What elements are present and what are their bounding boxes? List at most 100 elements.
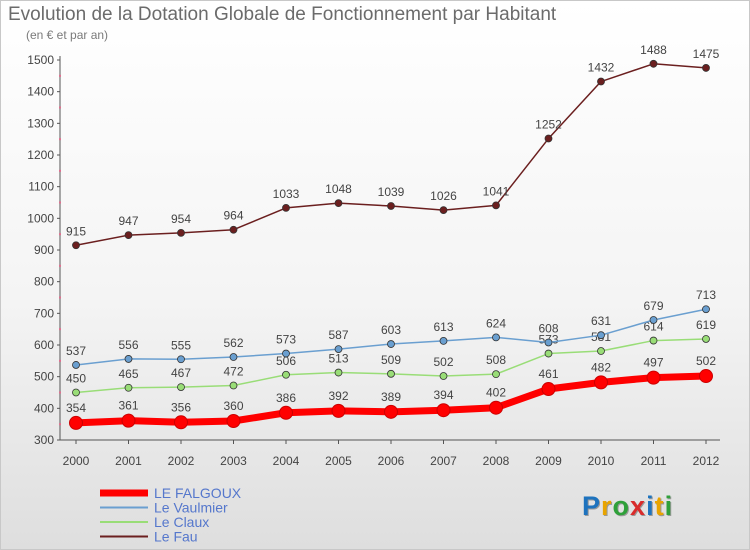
logo-letter: o bbox=[612, 491, 631, 521]
data-point bbox=[124, 383, 133, 392]
y-tick-label: 500 bbox=[34, 370, 54, 384]
data-point bbox=[387, 369, 395, 378]
data-point bbox=[597, 347, 605, 355]
data-label: 1039 bbox=[378, 185, 405, 199]
data-point bbox=[226, 414, 241, 428]
x-tick-label: 2011 bbox=[641, 454, 667, 468]
y-minor-mark bbox=[59, 201, 61, 204]
y-tick-label: 800 bbox=[34, 275, 54, 289]
data-point bbox=[334, 199, 343, 208]
data-point bbox=[279, 405, 293, 420]
data-label: 603 bbox=[381, 323, 401, 337]
data-label: 361 bbox=[118, 399, 138, 413]
data-point bbox=[649, 336, 658, 345]
y-tick-label: 900 bbox=[34, 243, 54, 257]
y-tick-label: 1300 bbox=[27, 116, 54, 130]
y-tick-label: 600 bbox=[34, 338, 54, 352]
chart-title: Evolution de la Dotation Globale de Fonc… bbox=[8, 4, 557, 25]
y-tick-label: 1400 bbox=[27, 85, 54, 99]
data-point bbox=[649, 59, 658, 68]
y-minor-mark bbox=[59, 328, 61, 331]
proxiti-logo: Proxiti bbox=[582, 491, 673, 522]
data-label: 356 bbox=[171, 400, 191, 414]
y-minor-mark bbox=[59, 296, 61, 299]
data-label: 679 bbox=[643, 299, 663, 313]
data-label: 1252 bbox=[535, 118, 562, 132]
data-point bbox=[541, 382, 556, 397]
x-tick-label: 2000 bbox=[63, 454, 90, 468]
logo-letter: i bbox=[646, 491, 655, 521]
data-label: 461 bbox=[538, 367, 558, 381]
y-tick-label: 300 bbox=[34, 433, 54, 447]
data-label: 502 bbox=[696, 354, 716, 368]
data-label: 613 bbox=[433, 320, 453, 334]
x-tick-label: 2012 bbox=[693, 454, 720, 468]
series-le-falgoux: 354 361 356 360 386 392 389 394 402 461 482 497 502 bbox=[66, 354, 716, 430]
y-tick-label: 1000 bbox=[27, 211, 54, 225]
data-label: 402 bbox=[486, 386, 506, 400]
data-point bbox=[282, 349, 290, 358]
data-label: 555 bbox=[171, 338, 191, 352]
y-tick-label: 1500 bbox=[27, 53, 54, 67]
data-point bbox=[492, 370, 500, 379]
data-label: 392 bbox=[328, 389, 348, 403]
data-point bbox=[492, 333, 500, 342]
data-point bbox=[229, 225, 238, 234]
data-point bbox=[121, 413, 136, 428]
y-tick-label: 1200 bbox=[27, 148, 54, 162]
x-tick-label: 2006 bbox=[378, 454, 405, 468]
data-point bbox=[544, 349, 553, 358]
x-tick-label: 2009 bbox=[535, 454, 562, 468]
data-label: 1048 bbox=[325, 182, 352, 196]
legend-label: Le Fau bbox=[154, 529, 198, 545]
data-point bbox=[436, 403, 451, 418]
y-tick-label: 400 bbox=[34, 401, 54, 415]
data-point bbox=[334, 345, 343, 354]
y-tick-label: 1100 bbox=[28, 180, 54, 194]
y-minor-mark bbox=[59, 359, 61, 362]
data-label: 562 bbox=[223, 336, 243, 350]
data-label: 497 bbox=[643, 356, 663, 370]
data-point bbox=[177, 355, 185, 364]
data-label: 713 bbox=[696, 288, 716, 302]
data-point bbox=[489, 400, 503, 415]
plot-area: 4504654674725065135095025085735816146195… bbox=[66, 43, 720, 430]
series-le-vaulmier: 537 556 555 562 573 587 603 613 624 608 631 679 713 bbox=[66, 288, 716, 369]
data-label: 587 bbox=[328, 328, 348, 342]
data-point bbox=[124, 231, 133, 240]
data-label: 472 bbox=[223, 365, 243, 379]
data-point bbox=[597, 331, 605, 340]
data-point bbox=[174, 415, 188, 430]
data-point bbox=[72, 388, 80, 397]
axes: 300 400 500 600 700 800 900 1000 1100 1200 1300 140… bbox=[27, 53, 720, 468]
data-label: 354 bbox=[66, 401, 86, 415]
data-point bbox=[439, 336, 448, 345]
y-minor-mark bbox=[59, 391, 61, 394]
data-label: 1488 bbox=[640, 43, 667, 57]
data-point bbox=[439, 206, 448, 215]
data-label: 537 bbox=[66, 344, 86, 358]
data-label: 389 bbox=[381, 390, 401, 404]
data-point bbox=[69, 415, 83, 430]
data-point bbox=[72, 361, 80, 369]
data-point bbox=[331, 403, 346, 418]
logo-letter: i bbox=[664, 491, 674, 521]
data-point bbox=[282, 370, 290, 379]
data-label: 394 bbox=[433, 388, 453, 402]
logo-letter: t bbox=[654, 491, 665, 521]
data-label: 1432 bbox=[588, 61, 615, 75]
data-point bbox=[124, 355, 133, 363]
data-point bbox=[229, 353, 238, 361]
data-label: 506 bbox=[276, 354, 296, 368]
data-point bbox=[177, 228, 185, 237]
data-label: 450 bbox=[66, 372, 86, 386]
data-point bbox=[387, 340, 395, 348]
data-point bbox=[646, 370, 661, 385]
x-tick-label: 2010 bbox=[588, 454, 615, 468]
legend-label: LE FALGOUX bbox=[154, 485, 242, 501]
data-label: 465 bbox=[118, 367, 138, 381]
data-label: 508 bbox=[486, 353, 506, 367]
data-label: 556 bbox=[118, 338, 138, 352]
data-point bbox=[544, 338, 553, 347]
